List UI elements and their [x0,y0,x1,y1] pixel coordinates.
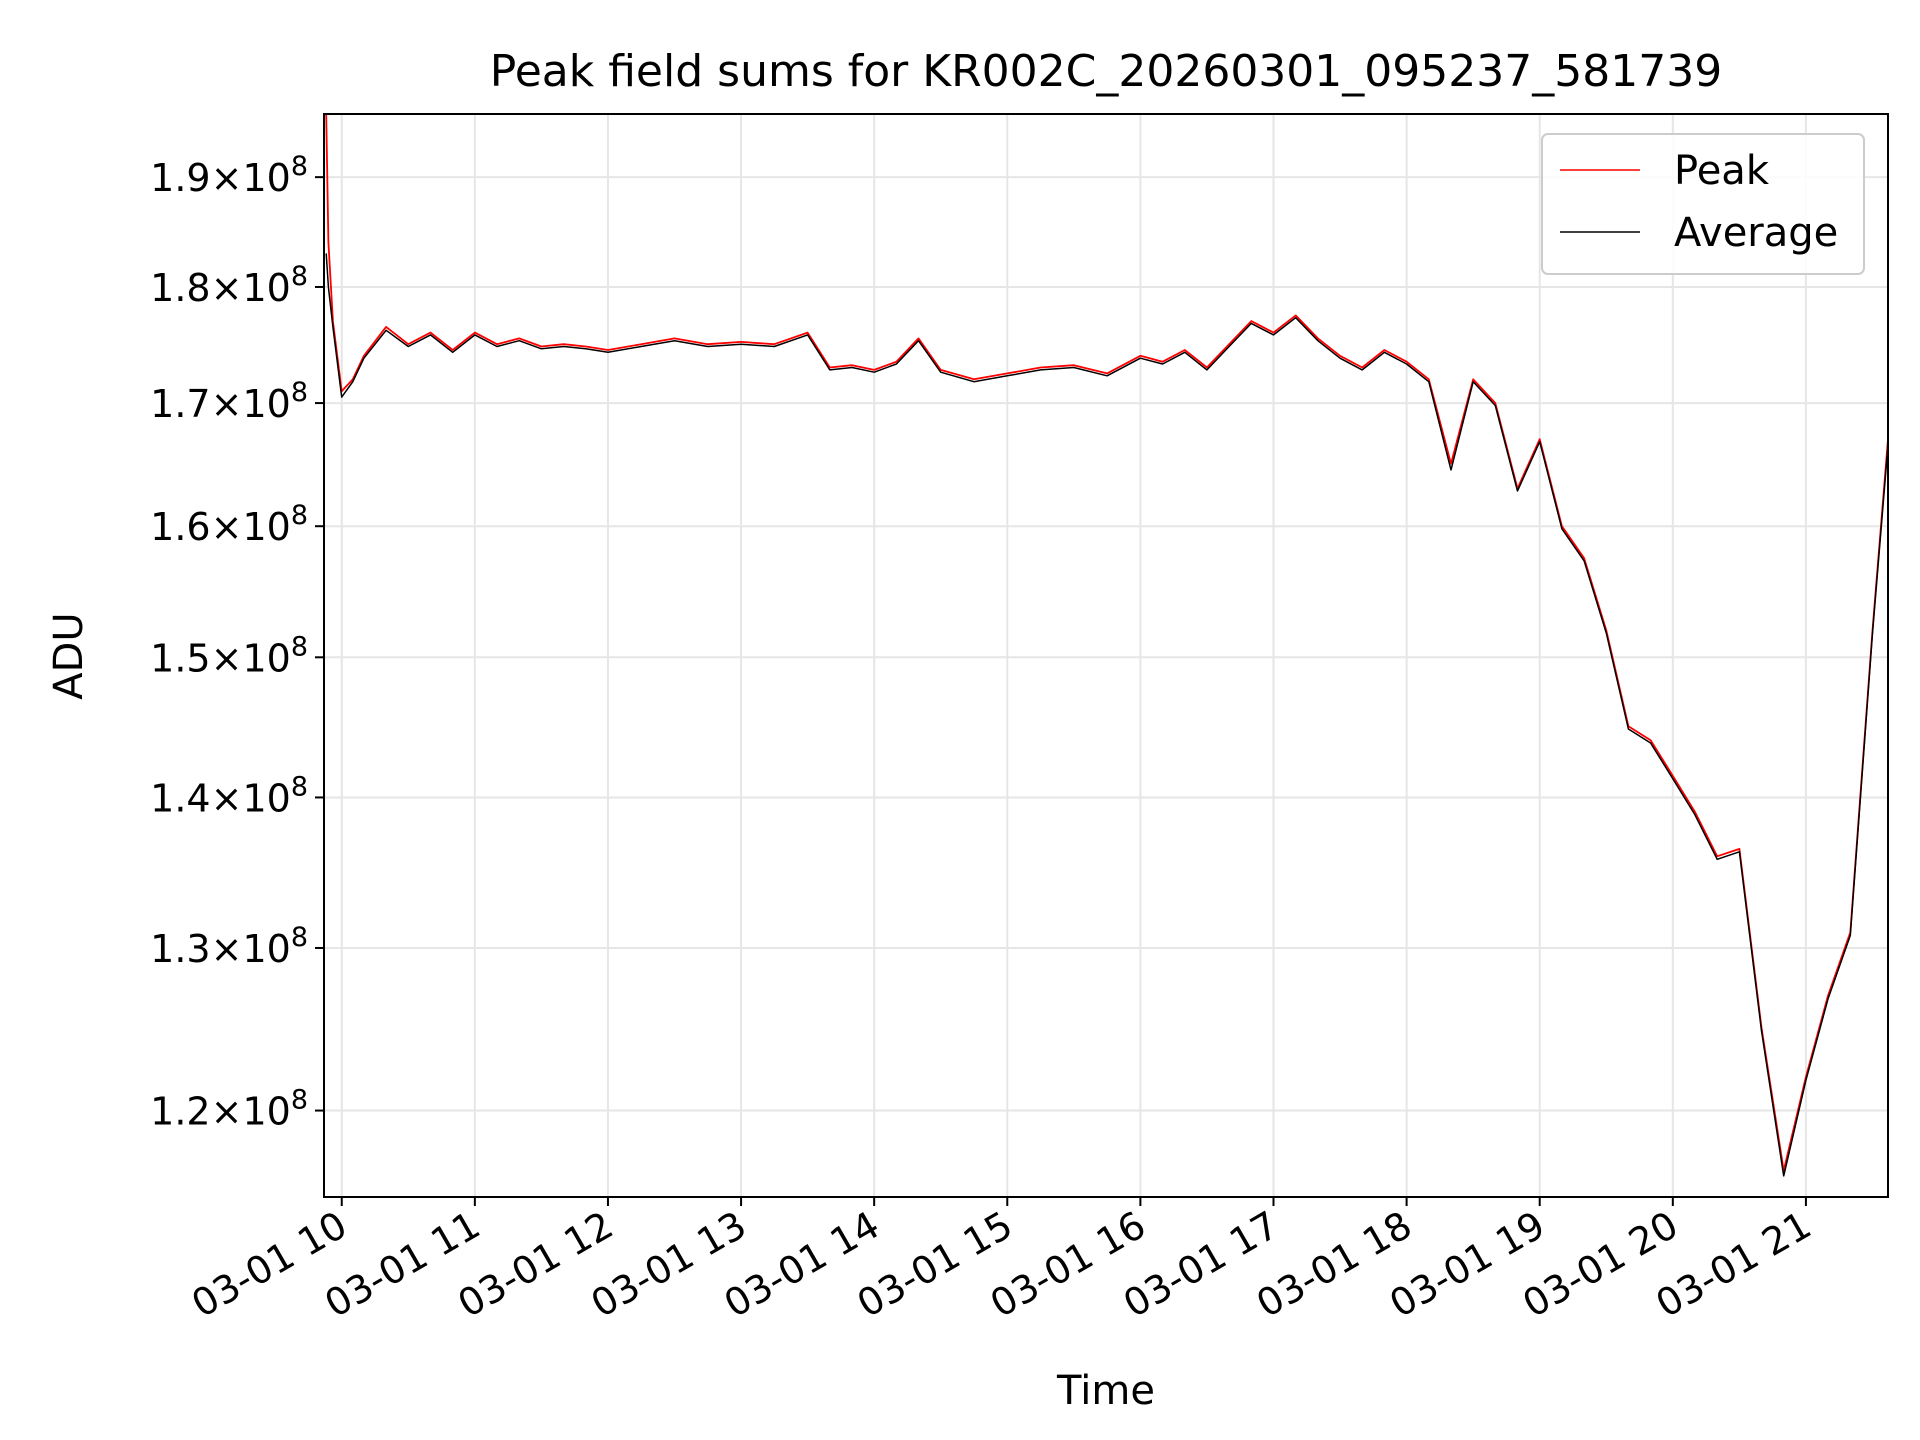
y-tick-mantissa: 1.6×10 [150,505,291,549]
y-axis-ticks: 1.2×1081.3×1081.4×1081.5×1081.6×1081.7×1… [150,151,324,1134]
legend: Peak Average [1541,133,1865,275]
y-tick-mantissa: 1.5×10 [150,636,291,680]
y-tick-mantissa: 1.4×10 [150,776,291,820]
series-line-peak [325,113,1889,1172]
series-line-average [325,253,1889,1177]
y-tick-label: 1.4×108 [150,771,308,820]
y-tick-label: 1.8×108 [150,261,308,310]
y-tick-mantissa: 1.2×10 [150,1090,291,1134]
grid-lines [324,114,1888,1197]
plot-frame [323,113,1889,1198]
y-tick-label: 1.5×108 [150,631,308,680]
y-tick-exponent: 8 [291,500,308,531]
y-tick-label: 1.2×108 [150,1085,308,1134]
y-tick-label: 1.6×108 [150,500,308,549]
y-tick-exponent: 8 [291,151,308,182]
y-tick-mantissa: 1.8×10 [150,266,291,310]
y-tick-mantissa: 1.9×10 [150,156,291,200]
y-tick-exponent: 8 [291,631,308,662]
y-tick-exponent: 8 [291,261,308,292]
y-tick-mantissa: 1.3×10 [150,927,291,971]
y-tick-label: 1.7×108 [150,377,308,426]
y-tick-exponent: 8 [291,377,308,408]
legend-box [1541,133,1865,275]
chart-title: Peak field sums for KR002C_20260301_0952… [490,46,1722,97]
legend-average-label: Average [1674,210,1838,256]
y-tick-exponent: 8 [291,922,308,953]
y-tick-exponent: 8 [291,771,308,802]
y-tick-label: 1.3×108 [150,922,308,971]
legend-peak-label: Peak [1674,148,1770,194]
y-tick-label: 1.9×108 [150,151,308,200]
y-axis-label: ADU [46,612,92,699]
series-lines [325,113,1889,1177]
y-tick-mantissa: 1.7×10 [150,382,291,426]
y-tick-exponent: 8 [291,1085,308,1116]
x-axis-label: Time [1056,1368,1155,1414]
